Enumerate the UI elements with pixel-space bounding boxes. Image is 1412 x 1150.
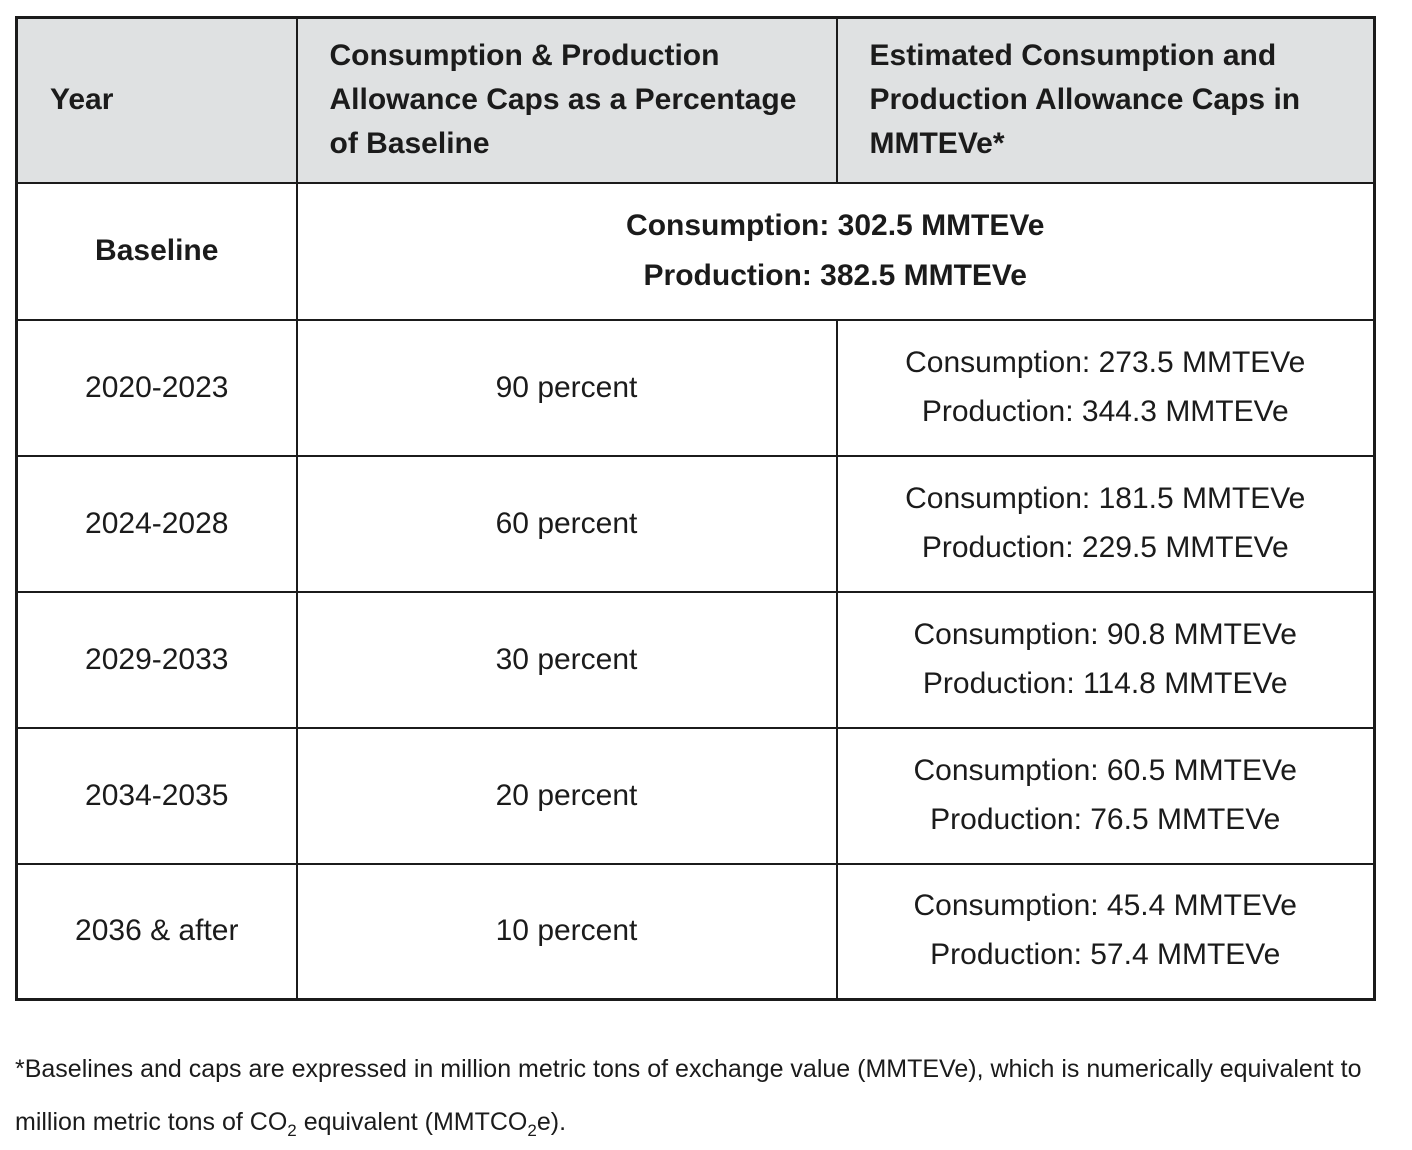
year-cell: 2036 & after xyxy=(15,862,298,1001)
col-header-year: Year xyxy=(15,16,298,184)
production-value: Production: 57.4 MMTEVe xyxy=(930,938,1281,972)
baseline-production-value: Production: 382.5 MMTEVe xyxy=(643,259,1027,292)
consumption-value: Consumption: 181.5 MMTEVe xyxy=(905,481,1306,515)
consumption-value: Consumption: 90.8 MMTEVe xyxy=(913,617,1297,651)
table-row: 2029-2033 30 percent Consumption: 90.8 M… xyxy=(15,590,1376,729)
production-value: Production: 76.5 MMTEVe xyxy=(930,802,1281,836)
baseline-values-cell: Consumption: 302.5 MMTEVe Production: 38… xyxy=(295,181,1376,321)
production-value: Production: 229.5 MMTEVe xyxy=(921,530,1289,564)
baseline-consumption-value: Consumption: 302.5 MMTEVe xyxy=(626,208,1045,242)
footnote-line-1: *Baselines and caps are expressed in mil… xyxy=(15,1055,1362,1083)
percent-cell: 60 percent xyxy=(295,454,838,593)
table-row: 2034-2035 20 percent Consumption: 60.5 M… xyxy=(15,726,1376,865)
percent-cell: 30 percent xyxy=(295,590,838,729)
year-cell: 2024-2028 xyxy=(15,454,298,593)
caps-cell: Consumption: 90.8 MMTEVe Production: 114… xyxy=(835,590,1376,729)
mmtco2-subscript: 2 xyxy=(527,1120,537,1140)
production-value: Production: 344.3 MMTEVe xyxy=(921,394,1289,428)
table-row: 2020-2023 90 percent Consumption: 273.5 … xyxy=(15,318,1376,457)
year-cell: 2020-2023 xyxy=(15,318,298,457)
col-header-estimated: Estimated Consumption and Production All… xyxy=(835,16,1376,184)
percent-cell: 90 percent xyxy=(295,318,838,457)
col-header-percentage: Consumption & Production Allowance Caps … xyxy=(295,16,838,184)
footnote-line2-text: million metric tons of CO xyxy=(15,1107,288,1136)
table-row: 2024-2028 60 percent Consumption: 181.5 … xyxy=(15,454,1376,593)
year-cell: 2029-2033 xyxy=(15,590,298,729)
caps-cell: Consumption: 273.5 MMTEVe Production: 34… xyxy=(835,318,1376,457)
baseline-row: Baseline Consumption: 302.5 MMTEVe Produ… xyxy=(15,181,1376,321)
footnote-line-2: million metric tons of CO2 equivalent (M… xyxy=(15,1096,1412,1149)
consumption-value: Consumption: 45.4 MMTEVe xyxy=(913,889,1297,923)
table-row: 2036 & after 10 percent Consumption: 45.… xyxy=(15,862,1376,1001)
consumption-value: Consumption: 273.5 MMTEVe xyxy=(905,345,1306,379)
caps-cell: Consumption: 45.4 MMTEVe Production: 57.… xyxy=(835,862,1376,1001)
caps-cell: Consumption: 181.5 MMTEVe Production: 22… xyxy=(835,454,1376,593)
allowance-caps-table: Year Consumption & Production Allowance … xyxy=(15,16,1376,1001)
footnote: *Baselines and caps are expressed in mil… xyxy=(15,1043,1412,1148)
percent-cell: 10 percent xyxy=(295,862,838,1001)
year-cell: 2034-2035 xyxy=(15,726,298,865)
percent-cell: 20 percent xyxy=(295,726,838,865)
baseline-label: Baseline xyxy=(15,181,298,321)
caps-cell: Consumption: 60.5 MMTEVe Production: 76.… xyxy=(835,726,1376,865)
footnote-line2-text: e). xyxy=(536,1107,567,1136)
production-value: Production: 114.8 MMTEVe xyxy=(922,666,1288,700)
footnote-line2-text: equivalent (MMTCO xyxy=(296,1107,528,1136)
header-row: Year Consumption & Production Allowance … xyxy=(15,16,1376,184)
consumption-value: Consumption: 60.5 MMTEVe xyxy=(913,753,1297,787)
co2-subscript: 2 xyxy=(287,1120,297,1140)
